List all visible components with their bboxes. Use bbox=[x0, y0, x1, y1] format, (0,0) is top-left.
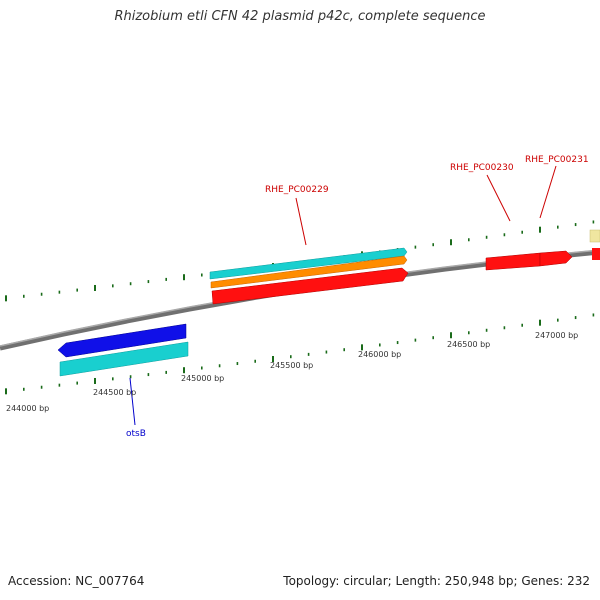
feature-cyan-lower[interactable] bbox=[59, 341, 189, 377]
feature-cyan-upper[interactable] bbox=[209, 247, 408, 280]
label-rhe-pc00231[interactable]: RHE_PC00231 bbox=[525, 155, 589, 165]
feature-rhe-pc00230[interactable] bbox=[485, 252, 541, 271]
tick-label-245000: 245000 bp bbox=[181, 374, 224, 383]
leader-rhe-pc00231 bbox=[539, 165, 557, 219]
label-otsb[interactable]: otsB bbox=[126, 429, 146, 439]
feature-yellow-edge[interactable] bbox=[589, 229, 600, 243]
tick-label-244500: 244500 bp bbox=[93, 388, 136, 397]
map-title: Rhizobium etli CFN 42 plasmid p42c, comp… bbox=[114, 9, 486, 24]
topology-summary: Topology: circular; Length: 250,948 bp; … bbox=[283, 574, 590, 588]
leader-rhe-pc00230 bbox=[486, 174, 511, 222]
tick-label-244000: 244000 bp bbox=[6, 404, 49, 413]
accession-label: Accession: NC_007764 bbox=[8, 574, 145, 588]
feature-red-edge[interactable] bbox=[592, 248, 600, 260]
feature-rhe-pc00229[interactable] bbox=[211, 267, 409, 305]
tick-label-246500: 246500 bp bbox=[447, 340, 490, 349]
feature-otsb-blue[interactable] bbox=[57, 323, 187, 358]
tick-label-247000: 247000 bp bbox=[535, 331, 578, 340]
label-rhe-pc00229[interactable]: RHE_PC00229 bbox=[265, 185, 329, 195]
leader-rhe-pc00229 bbox=[295, 197, 307, 246]
leader-otsb bbox=[129, 377, 136, 426]
feature-orange-upper[interactable] bbox=[210, 255, 408, 289]
tick-label-245500: 245500 bp bbox=[270, 361, 313, 370]
feature-rhe-pc00231[interactable] bbox=[539, 250, 573, 267]
tick-label-246000: 246000 bp bbox=[358, 350, 401, 359]
label-rhe-pc00230[interactable]: RHE_PC00230 bbox=[450, 163, 514, 173]
lower-tick-track bbox=[5, 313, 595, 395]
